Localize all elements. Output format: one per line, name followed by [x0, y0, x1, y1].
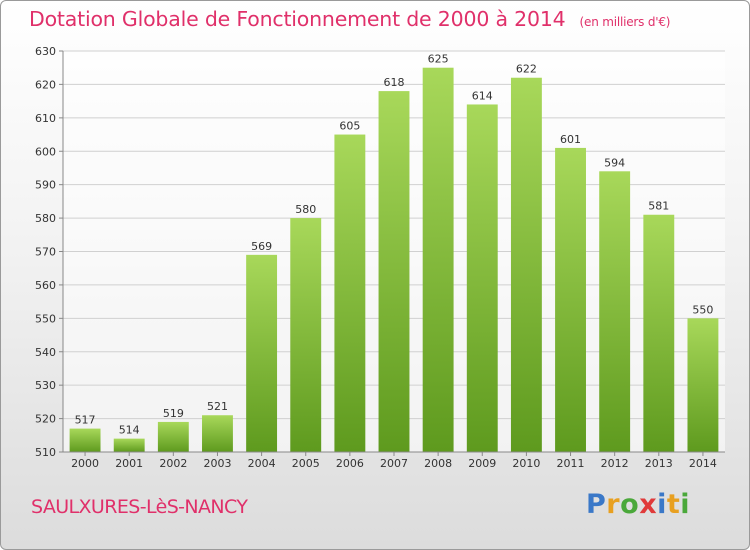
- x-tick-label: 2008: [424, 457, 452, 470]
- y-tick-label: 580: [35, 212, 56, 225]
- x-tick-label: 2013: [645, 457, 673, 470]
- bar: [510, 77, 542, 452]
- chart-subtitle: (en milliers d'€): [579, 15, 671, 29]
- x-tick-label: 2004: [248, 457, 276, 470]
- x-tick-label: 2002: [159, 457, 187, 470]
- bar-value-label: 580: [295, 203, 316, 216]
- bar-value-label: 618: [384, 76, 405, 89]
- bar-value-label: 601: [560, 133, 581, 146]
- proxiti-logo: Proxiti: [586, 489, 690, 520]
- x-tick-label: 2011: [557, 457, 585, 470]
- bar-value-label: 625: [428, 53, 449, 66]
- bar: [113, 438, 145, 452]
- y-tick-label: 560: [35, 279, 56, 292]
- y-tick-label: 630: [35, 45, 56, 58]
- bar: [643, 214, 675, 452]
- bar: [202, 415, 233, 452]
- y-tick-label: 550: [35, 312, 56, 325]
- logo-letter: P: [586, 489, 607, 520]
- bar: [69, 428, 101, 452]
- bar: [334, 134, 366, 452]
- bar-value-label: 581: [648, 200, 669, 213]
- city-name: SAULXURES-LèS-NANCY: [31, 496, 248, 518]
- y-tick-label: 590: [35, 179, 56, 192]
- y-tick-label: 610: [35, 112, 56, 125]
- bars: 517 514 519 521 569 580 605 618 625 614 622 601 594 5…: [69, 53, 719, 453]
- y-tick-label: 530: [35, 379, 56, 392]
- x-tick-label: 2012: [601, 457, 629, 470]
- bar-value-label: 519: [163, 407, 184, 420]
- logo-letter: t: [666, 489, 681, 520]
- bar: [599, 171, 631, 453]
- bar-value-label: 605: [339, 120, 360, 133]
- bar: [555, 147, 586, 453]
- x-tick-label: 2006: [336, 457, 364, 470]
- x-tick-label: 2003: [203, 457, 231, 470]
- y-tick-label: 620: [35, 78, 56, 91]
- bar-value-label: 550: [692, 303, 713, 316]
- bar-value-label: 614: [472, 89, 493, 102]
- bar-value-label: 517: [75, 414, 96, 427]
- bar: [687, 318, 719, 452]
- y-tick-label: 520: [35, 413, 56, 426]
- y-tick-label: 510: [35, 446, 56, 459]
- x-tick-label: 2007: [380, 457, 408, 470]
- x-tick-label: 2005: [292, 457, 320, 470]
- logo-letter: i: [657, 489, 667, 520]
- x-tick-label: 2010: [512, 457, 540, 470]
- logo-letter: r: [606, 489, 621, 520]
- logo-letter: x: [639, 489, 658, 520]
- bar-value-label: 594: [604, 156, 625, 169]
- x-tick-label: 2001: [115, 457, 143, 470]
- bar-value-label: 521: [207, 400, 228, 413]
- chart-title-text: Dotation Globale de Fonctionnement de 20…: [29, 7, 566, 31]
- x-tick-label: 2014: [689, 457, 717, 470]
- x-tick-label: 2009: [468, 457, 496, 470]
- bar: [246, 254, 278, 452]
- bar-value-label: 514: [119, 424, 140, 437]
- bar: [157, 421, 189, 452]
- bar-value-label: 622: [516, 63, 537, 76]
- y-tick-label: 540: [35, 346, 56, 359]
- bar: [422, 67, 454, 452]
- bar: [466, 104, 498, 452]
- x-tick-label: 2000: [71, 457, 99, 470]
- bar: [378, 91, 410, 452]
- y-tick-label: 600: [35, 145, 56, 158]
- logo-letter: o: [620, 489, 640, 520]
- axes: 510 520 530 540 550 560 570 580 590 600 610 620 630 2…: [35, 45, 725, 470]
- bar: [290, 218, 322, 452]
- chart-title: Dotation Globale de Fonctionnement de 20…: [29, 7, 670, 31]
- y-tick-label: 570: [35, 246, 56, 259]
- bar-value-label: 569: [251, 240, 272, 253]
- logo-letter: i: [680, 489, 691, 520]
